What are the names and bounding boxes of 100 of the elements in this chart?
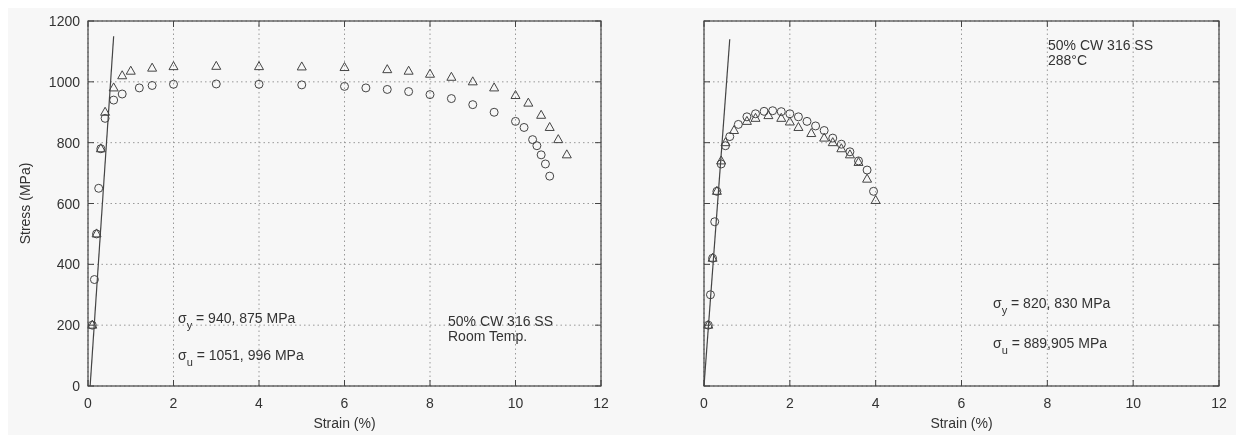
point [468, 100, 478, 110]
point [100, 113, 110, 123]
point [806, 128, 817, 138]
x-tick-label: 10 [507, 395, 524, 411]
point [545, 171, 555, 181]
point [109, 95, 119, 105]
annotation: σ$_{u}$ = 1051, 996 MPa [178, 347, 304, 368]
y-tick-label: 200 [56, 317, 81, 334]
x-tick-label: 0 [700, 395, 709, 411]
point [446, 94, 456, 104]
point [147, 62, 158, 72]
point [561, 149, 572, 159]
point [733, 119, 743, 129]
point [870, 194, 881, 204]
point [819, 126, 829, 135]
annotation: σ$_{u}$ = 889,905 MPa [993, 335, 1108, 356]
point [553, 134, 564, 144]
point [510, 90, 521, 100]
point [211, 60, 222, 70]
point [763, 110, 774, 120]
y-axis-title: Stress (MPa) [17, 162, 33, 245]
x-axis-title: Strain (%) [313, 415, 376, 431]
point [147, 80, 157, 90]
x-tick-label: 4 [871, 395, 880, 411]
annotation: 50% CW 316 SS Room Temp. [448, 313, 554, 344]
point [862, 165, 872, 175]
point [446, 71, 457, 81]
point [836, 143, 847, 153]
point [710, 217, 720, 227]
x-tick-label: 12 [1211, 395, 1227, 411]
point [125, 65, 136, 75]
point [759, 106, 769, 116]
point [297, 80, 307, 90]
point [540, 159, 550, 169]
point [523, 97, 534, 107]
point [511, 116, 520, 126]
point [296, 61, 307, 71]
point [793, 121, 804, 131]
point [784, 116, 795, 126]
point [725, 132, 735, 142]
point [94, 183, 104, 193]
point [827, 137, 838, 147]
point [785, 109, 795, 119]
point [100, 106, 111, 116]
x-tick-label: 6 [340, 395, 349, 411]
point [404, 87, 414, 97]
point [211, 79, 221, 89]
point [776, 107, 786, 117]
y-tick-label: 0 [72, 378, 81, 394]
point [720, 141, 730, 151]
point [467, 76, 478, 86]
point [716, 159, 726, 169]
point [729, 125, 740, 134]
point [802, 116, 812, 126]
point [828, 133, 838, 143]
annotation: σ$_{y}$ = 940, 875 MPa [178, 310, 296, 331]
point [819, 132, 830, 142]
point [254, 79, 264, 89]
point [403, 65, 414, 75]
annotation: 50% CW 316 SS 288°C [1048, 37, 1154, 68]
point [869, 186, 879, 196]
point [489, 82, 500, 92]
point [519, 122, 529, 132]
point [705, 290, 715, 300]
x-tick-label: 6 [957, 395, 966, 411]
x-tick-label: 4 [255, 395, 264, 411]
x-tick-label: 12 [593, 395, 609, 411]
point [862, 173, 873, 183]
annotation: σ$_{y}$ = 820, 830 MPa [993, 295, 1111, 316]
point [768, 106, 778, 116]
point [382, 64, 393, 74]
point [340, 81, 349, 91]
y-tick-label: 1200 [48, 13, 81, 29]
point [339, 62, 350, 72]
y-tick-label: 800 [56, 134, 81, 151]
point [489, 107, 499, 117]
point [168, 61, 179, 71]
point [720, 137, 731, 147]
point [811, 121, 821, 131]
point [536, 150, 546, 160]
point [532, 141, 542, 151]
x-tick-label: 8 [1043, 395, 1052, 411]
point [836, 139, 846, 149]
point [254, 61, 264, 71]
point [528, 135, 538, 145]
point [117, 70, 128, 80]
point [716, 155, 727, 165]
y-tick-label: 600 [56, 195, 81, 212]
point [536, 109, 547, 119]
point [382, 84, 392, 94]
x-tick-label: 10 [1125, 395, 1142, 411]
point [134, 83, 144, 93]
point [425, 90, 435, 100]
point [544, 121, 555, 131]
x-tick-label: 0 [84, 395, 93, 411]
x-tick-label: 8 [426, 395, 435, 411]
point [89, 275, 99, 285]
point [117, 89, 127, 99]
point [425, 68, 435, 78]
point [169, 79, 178, 89]
